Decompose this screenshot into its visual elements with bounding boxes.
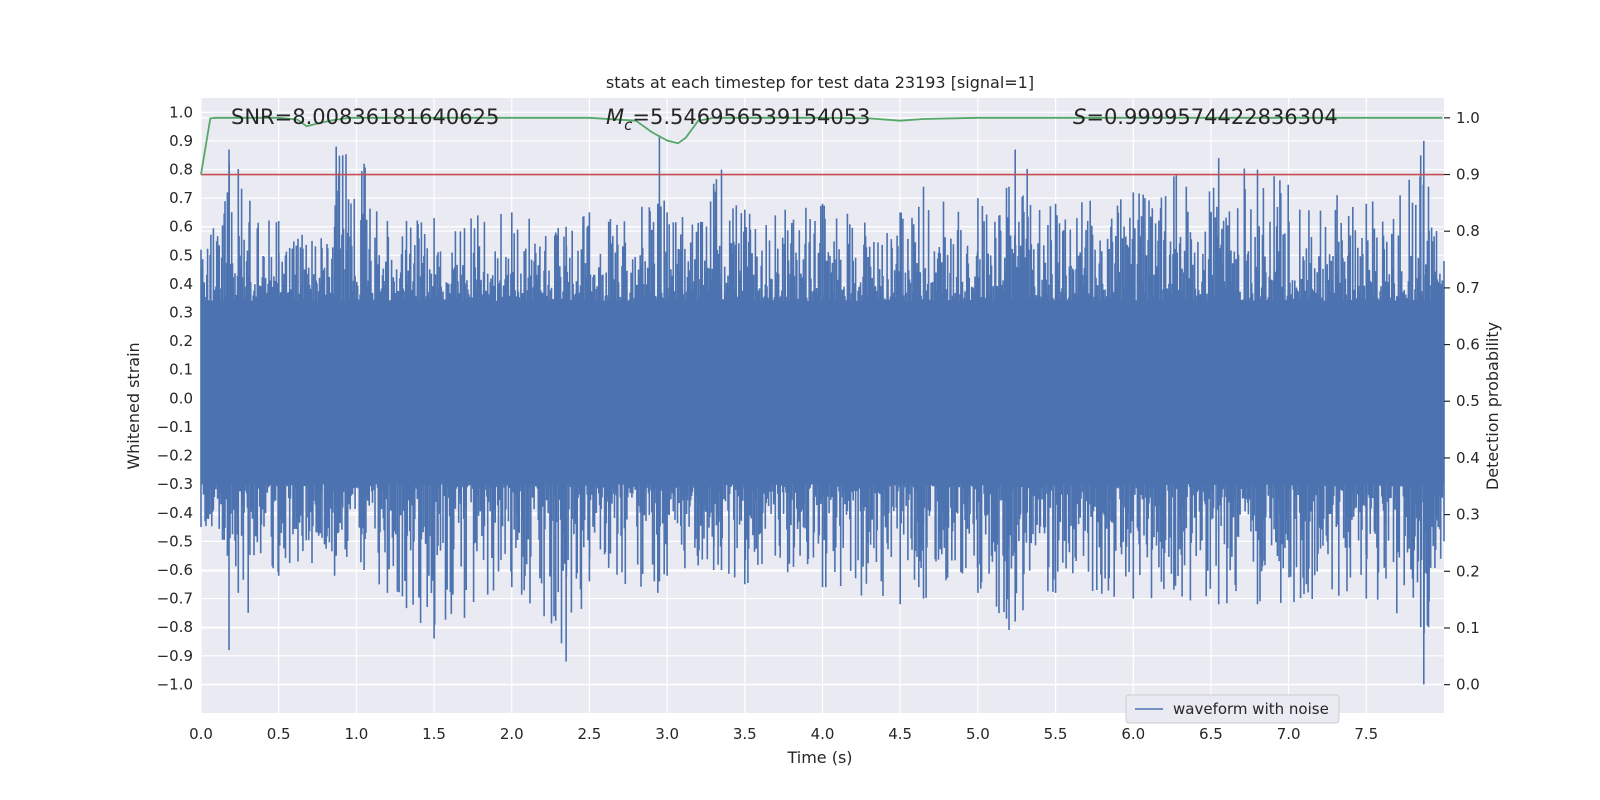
x-tick-label: 1.0 [344,725,368,743]
chirp-mass-value: =5.546956539154053 [632,105,870,129]
score-annotation: S=0.9999574422836304 [1073,105,1338,129]
x-tick-label: 5.5 [1044,725,1068,743]
score-symbol: S [1073,105,1086,129]
y2-tick-label: 0.1 [1456,619,1480,637]
y2-tick-label: 0.0 [1456,676,1480,694]
y2-tick-label: 0.6 [1456,336,1480,354]
chart-title: stats at each timestep for test data 231… [606,73,1034,92]
y-tick-label: −0.3 [157,475,193,493]
y2-tick-label: 0.3 [1456,506,1480,524]
y2-axis-label: Detection probability [1483,322,1502,490]
legend-label: waveform with noise [1173,700,1329,718]
detection-probability-line [200,116,1443,175]
y-tick-label: 0.9 [169,132,193,150]
x-tick-label: 2.5 [578,725,602,743]
x-tick-label: 0.5 [267,725,291,743]
x-tick-label: 0.0 [189,725,213,743]
y-tick-label: −0.4 [157,504,193,522]
x-tick-label: 2.0 [500,725,524,743]
y2-tick-label: 1.0 [1456,109,1480,127]
x-tick-label: 5.0 [966,725,990,743]
x-tick-label: 4.5 [888,725,912,743]
chirp-mass-symbol: M [606,105,624,129]
y2-tick-label: 0.9 [1456,166,1480,184]
snr-annotation: SNR=8.00836181640625 [231,105,499,129]
y-tick-label: −0.1 [157,418,193,436]
y-tick-label: −1.0 [157,675,193,693]
x-axis-label: Time (s) [786,748,852,767]
y-tick-label: 0.6 [169,218,193,236]
x-tick-label: 7.0 [1277,725,1301,743]
y-tick-label: −0.5 [157,532,193,550]
y-tick-label: 0.3 [169,304,193,322]
y2-tick-label: 0.4 [1456,449,1480,467]
waveform-trace [200,135,1445,685]
y-tick-label: 0.2 [169,332,193,350]
y-tick-label: 0.0 [169,389,193,407]
legend-box [1125,694,1340,724]
x-tick-label: 6.0 [1121,725,1145,743]
x-tick-label: 4.0 [811,725,835,743]
y-tick-label: −0.9 [157,647,193,665]
waveform-series [200,135,1445,685]
y-tick-label: 0.8 [169,161,193,179]
y2-tick-label: 0.7 [1456,279,1480,297]
overlay-lines [200,116,1444,176]
y2-tick-label: 0.2 [1456,562,1480,580]
y-tick-label: 0.4 [169,275,193,293]
y-tick-label: −0.2 [157,447,193,465]
y-tick-label: 1.0 [169,103,193,121]
chirp-mass-subscript: c [624,116,633,134]
y-tick-label: 0.7 [169,189,193,207]
y-tick-label: 0.1 [169,361,193,379]
x-tick-label: 7.5 [1354,725,1378,743]
x-tick-label: 3.0 [655,725,679,743]
y-tick-label: −0.6 [157,561,193,579]
y-tick-label: −0.7 [157,590,193,608]
x-tick-label: 3.5 [733,725,757,743]
legend: waveform with noise [1125,694,1340,724]
y2-tick-label: 0.8 [1456,222,1480,240]
y-tick-label: 0.5 [169,246,193,264]
axes: 0.0 0.5 1.0 1.5 2.0 2.5 3.0 3.5 4.0 4.5 5.0 5.5 6.0 6… [157,103,1480,743]
y2-tick-label: 0.5 [1456,392,1480,410]
y-axis-label: Whitened strain [124,342,143,469]
chirp-mass-annotation: Mc=5.546956539154053 [606,105,870,134]
x-tick-label: 1.5 [422,725,446,743]
score-value: =0.9999574422836304 [1086,105,1337,129]
y-tick-label: −0.8 [157,618,193,636]
x-tick-label: 6.5 [1199,725,1223,743]
